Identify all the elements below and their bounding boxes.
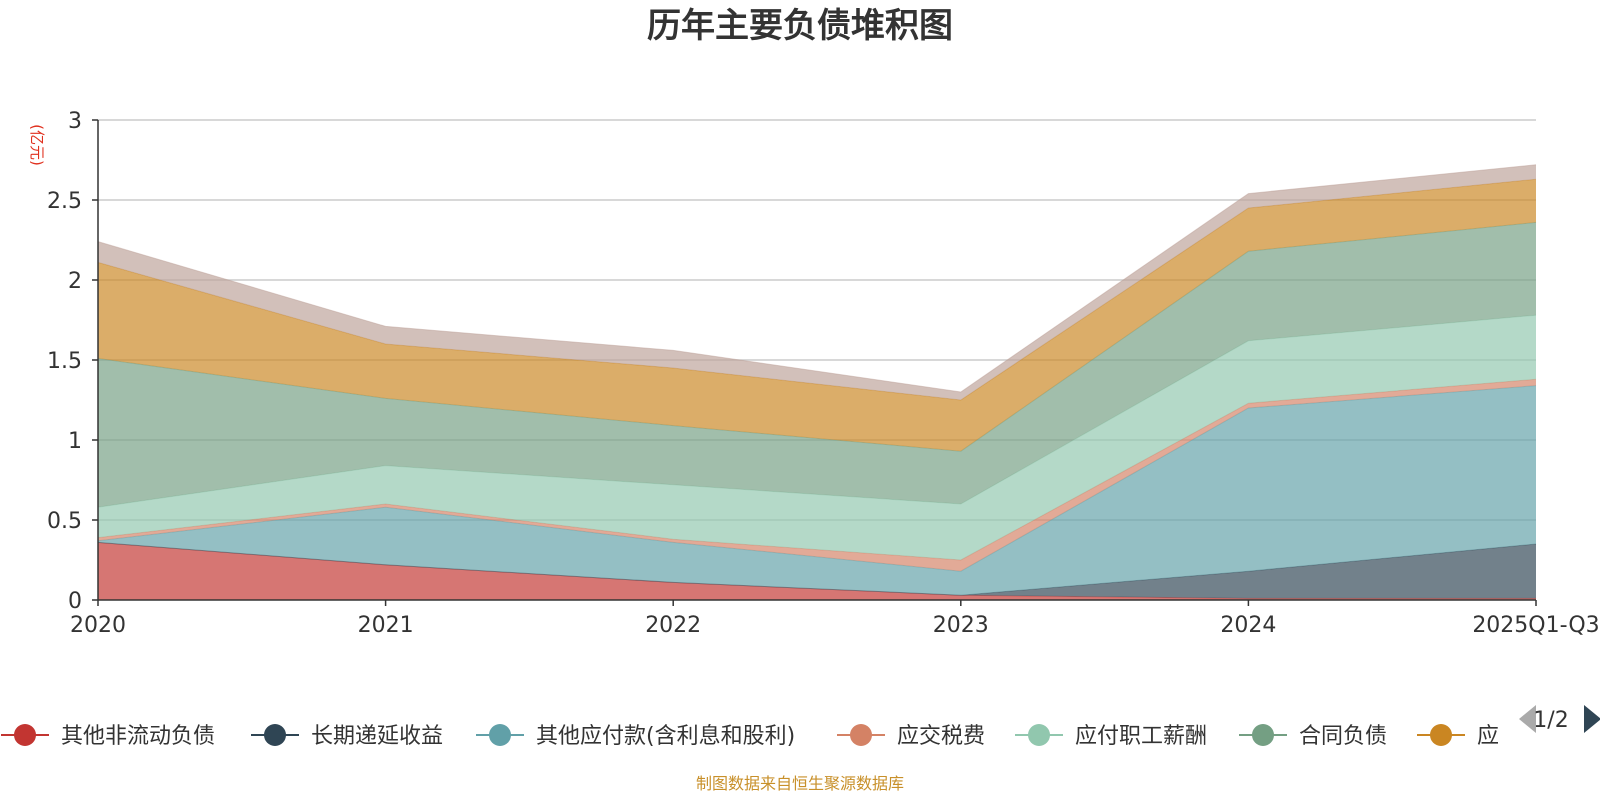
legend-label: 其他非流动负债 (61, 724, 215, 749)
legend-item[interactable]: 应付职工薪酬 (1015, 724, 1207, 749)
area-5 (98, 315, 1536, 560)
legend-item[interactable]: 其他应付款(含利息和股利) (476, 724, 795, 749)
legend-label: 长期递延收益 (311, 724, 443, 749)
legend-marker-icon (489, 724, 511, 746)
legend-label: 应 (1477, 724, 1499, 749)
legend-item[interactable]: 其他非流动负债 (1, 724, 215, 749)
legend-label: 其他应付款(含利息和股利) (536, 724, 795, 749)
y-tick-label: 2 (68, 269, 82, 294)
x-tick-label: 2020 (70, 613, 126, 638)
legend-marker-icon (1430, 724, 1452, 746)
y-axis-unit: (亿元) (28, 124, 46, 166)
x-tick-label: 2024 (1220, 613, 1276, 638)
legend-prev-page-icon[interactable] (1519, 705, 1536, 733)
legend-label: 应付职工薪酬 (1075, 724, 1207, 749)
area-8 (98, 164, 1536, 400)
area-6 (98, 222, 1536, 508)
x-tick-label: 2021 (358, 613, 414, 638)
legend-page-indicator: 1/2 (1533, 708, 1568, 733)
y-tick-label: 0 (68, 589, 82, 614)
y-tick-label: 3 (68, 109, 82, 134)
x-tick-label: 2025Q1-Q3 (1472, 613, 1599, 638)
legend-pager: 1/2 (1519, 705, 1600, 733)
data-source-note: 制图数据来自恒生聚源数据库 (696, 774, 904, 793)
legend-marker-icon (14, 724, 36, 746)
legend-label: 合同负债 (1299, 724, 1387, 749)
legend-label: 应交税费 (897, 724, 985, 749)
y-tick-label: 1.5 (47, 349, 82, 374)
series-line-8 (97, 164, 1537, 393)
axes: 0 0.5 1 1.5 2 2.5 3 2020 2021 2022 2023 2024 2025Q1-… (47, 109, 1600, 638)
y-tick-label: 0.5 (47, 509, 82, 534)
x-tick-label: 2022 (645, 613, 701, 638)
y-tick-label: 2.5 (47, 189, 82, 214)
area-1 (98, 542, 1536, 600)
legend-item[interactable]: 合同负债 (1239, 724, 1387, 749)
legend: 其他非流动负债 长期递延收益 其他应付款(含利息和股利) 应交税费 应付职工薪酬 合同负债… (1, 724, 1499, 749)
chart-title: 历年主要负债堆积图 (647, 6, 953, 46)
legend-item[interactable]: 长期递延收益 (251, 724, 443, 749)
y-tick-label: 1 (68, 429, 82, 454)
legend-item[interactable]: 应 (1417, 724, 1499, 749)
legend-marker-icon (1252, 724, 1274, 746)
legend-next-page-icon[interactable] (1584, 705, 1600, 733)
legend-item[interactable]: 应交税费 (837, 724, 985, 749)
area-series (97, 164, 1537, 600)
legend-marker-icon (850, 724, 872, 746)
area-3 (98, 385, 1536, 596)
legend-marker-icon (1028, 724, 1050, 746)
x-tick-label: 2023 (933, 613, 989, 638)
area-2 (98, 542, 1536, 599)
area-7 (98, 179, 1536, 452)
legend-marker-icon (264, 724, 286, 746)
